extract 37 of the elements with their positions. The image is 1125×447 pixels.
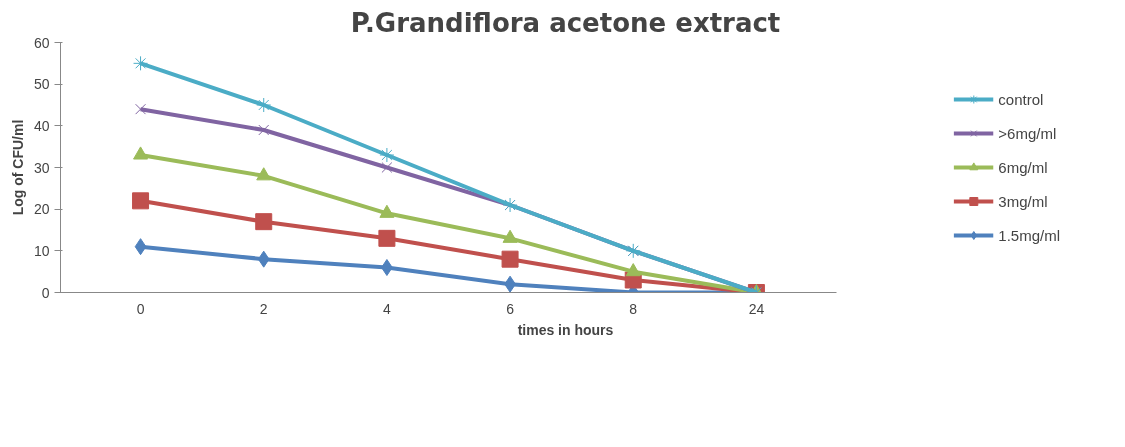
point [133,146,149,160]
chart-title: P.Grandiflora acetone extract [350,7,781,38]
x-axis-title: times in hours [517,321,614,338]
x-tick-label: 6 [506,300,515,317]
point [256,97,272,113]
x-tick-label: 24 [748,300,765,317]
point [501,250,519,268]
y-tick-label: 60 [33,34,50,51]
legend-label: 1.5mg/ml [998,226,1060,244]
y-tick-label: 30 [33,159,50,176]
point [378,229,396,247]
point [257,250,270,268]
legend-label: 6mg/ml [998,158,1048,176]
y-tick-label: 50 [33,76,50,93]
point [255,213,273,231]
point [625,263,641,277]
legend-label: 3mg/ml [998,192,1048,210]
legend-label: >6mg/ml [998,124,1057,142]
y-tick-label: 20 [33,201,50,218]
x-tick-label: 8 [629,300,638,317]
point [381,259,393,276]
x-tick-label: 0 [136,300,145,317]
point [256,167,272,181]
point [381,162,393,173]
x-tick-label: 2 [259,300,268,317]
y-tick-label: 10 [33,242,50,259]
point [135,103,147,115]
point [132,192,150,210]
point [134,238,147,256]
y-tick-label: 40 [33,117,50,134]
point [133,55,149,71]
y-axis-title: Log of CFU/ml [9,119,26,216]
x-tick-label: 4 [383,300,392,317]
y-tick-label: 0 [41,284,50,301]
point [258,124,270,136]
legend-label: control [998,90,1044,108]
point [379,147,395,163]
